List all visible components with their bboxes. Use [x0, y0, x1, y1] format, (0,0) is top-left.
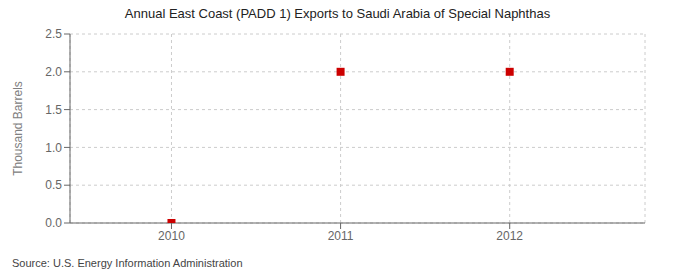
- svg-text:2011: 2011: [328, 229, 354, 243]
- svg-text:Thousand Barrels: Thousand Barrels: [11, 81, 25, 176]
- html-text:Source: U.S. Energy Informatio: Source: U.S. Energy Information Administ…: [12, 257, 243, 269]
- svg-text:2.0: 2.0: [45, 65, 62, 79]
- svg-text:2.5: 2.5: [45, 27, 62, 41]
- svg-text:1.5: 1.5: [45, 103, 62, 117]
- svg-text:1.0: 1.0: [45, 141, 62, 155]
- svg-text:0.5: 0.5: [45, 178, 62, 192]
- svg-text:0.0: 0.0: [45, 216, 62, 230]
- svg-text:2010: 2010: [158, 229, 185, 243]
- svg-text:2012: 2012: [496, 229, 523, 243]
- html-text:Annual East Coast (PADD 1) Exp: Annual East Coast (PADD 1) Exports to Sa…: [124, 6, 551, 21]
